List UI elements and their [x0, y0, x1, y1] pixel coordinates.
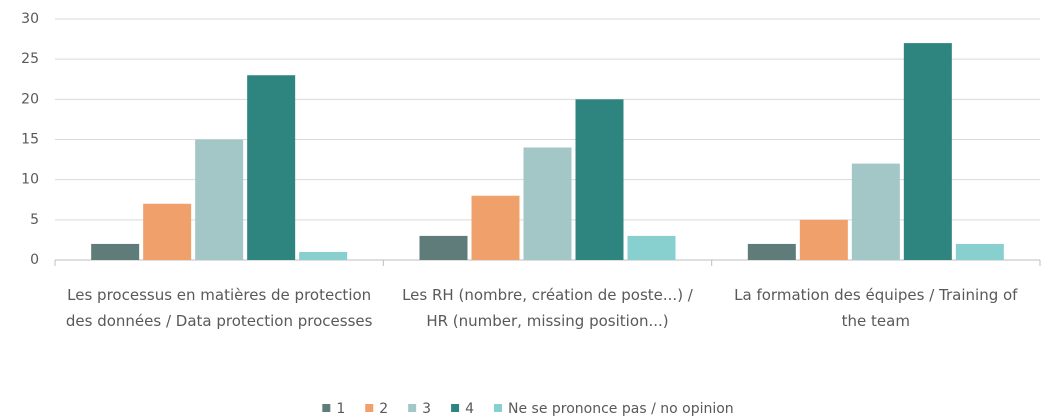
bar [799, 219, 848, 260]
legend-label: 3 [422, 401, 431, 417]
legend-label: 1 [336, 401, 345, 417]
x-tick-label: La formation des équipes / Training of t… [734, 286, 1018, 330]
bar [299, 251, 348, 260]
bar [91, 243, 140, 260]
legend-swatch [365, 404, 374, 412]
y-tick-label: 15 [21, 132, 39, 148]
legend-label: 2 [379, 401, 388, 417]
y-tick-label: 30 [21, 11, 39, 27]
bar [575, 99, 624, 260]
bar [195, 139, 244, 260]
bar [471, 195, 520, 260]
bar [143, 203, 192, 260]
bar [419, 235, 468, 260]
bar [523, 147, 572, 260]
bar [955, 243, 1004, 260]
bar [903, 43, 952, 260]
legend-swatch [451, 404, 460, 412]
legend-swatch [322, 404, 331, 412]
x-tick-label: Les RH (nombre, création de poste...) / … [402, 286, 693, 330]
bar [747, 243, 796, 260]
y-tick-label: 10 [21, 172, 39, 188]
bar [247, 75, 296, 260]
legend-label: 4 [465, 401, 474, 417]
legend-label: Ne se prononce pas / no opinion [508, 401, 734, 417]
y-tick-label: 5 [30, 212, 39, 228]
x-tick-label: Les processus en matières de protection … [65, 286, 373, 330]
y-tick-label: 0 [30, 252, 39, 268]
bar [851, 163, 900, 260]
legend-swatch [408, 404, 417, 412]
y-tick-label: 20 [21, 91, 39, 107]
legend-swatch [494, 404, 502, 412]
y-tick-label: 25 [21, 51, 39, 67]
bar [627, 235, 676, 260]
